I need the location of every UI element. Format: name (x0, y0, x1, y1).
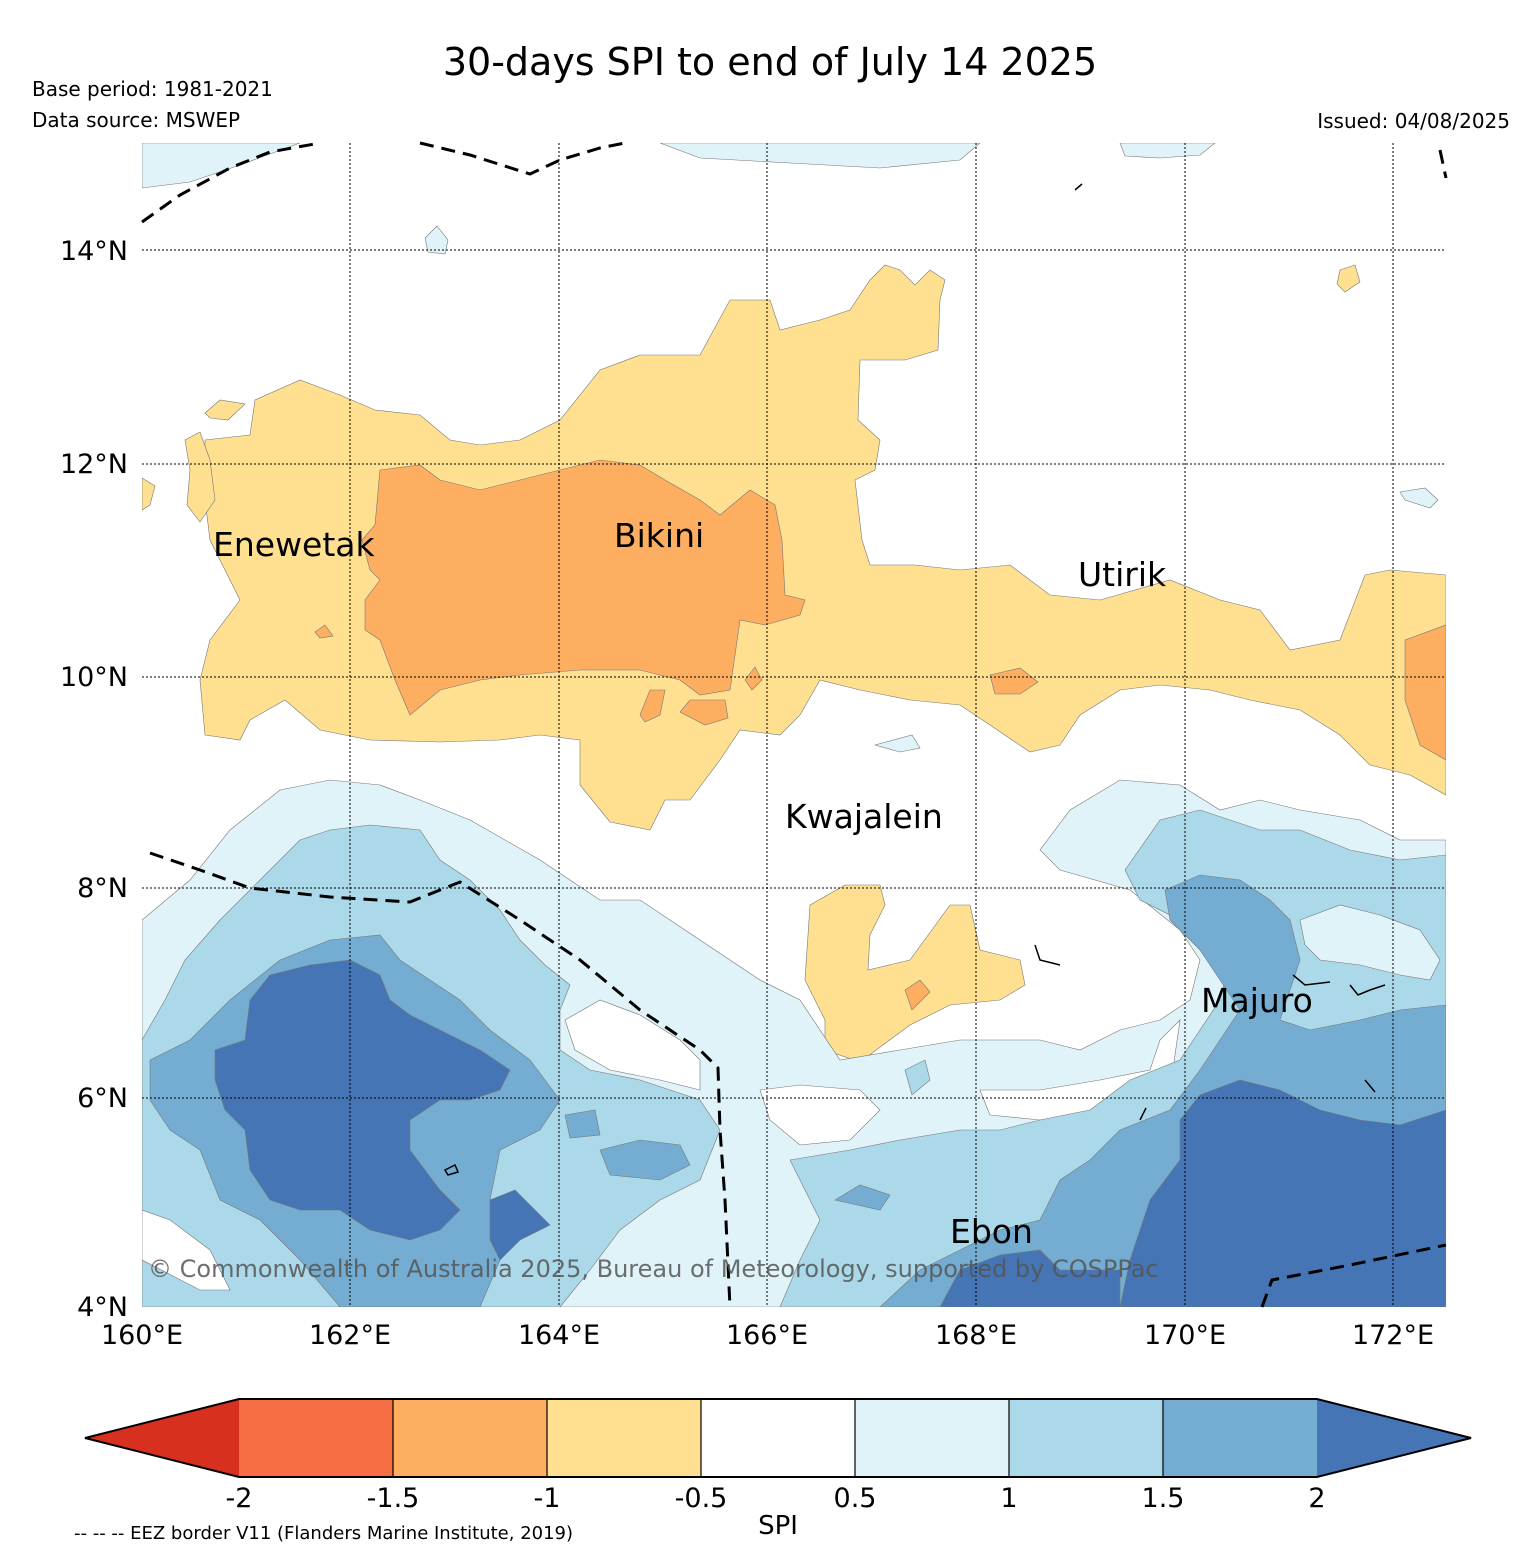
lat-axis-labels: 14°N 12°N 10°N 8°N 6°N 4°N (60, 236, 128, 1323)
colorbar-segment (701, 1399, 855, 1477)
colorbar-tick-label: -0.5 (675, 1483, 728, 1514)
colorbar-segment (1163, 1399, 1317, 1477)
colorbar-segment (1009, 1399, 1163, 1477)
copyright-watermark: © Commonwealth of Australia 2025, Bureau… (148, 1255, 1159, 1283)
place-label-bikini: Bikini (614, 516, 704, 555)
colorbar-segment (547, 1399, 701, 1477)
place-label-kwajalein: Kwajalein (785, 797, 943, 836)
place-labels: Enewetak Bikini Utirik Kwajalein Majuro … (213, 516, 1313, 1251)
lat-tick-label: 4°N (77, 1292, 128, 1323)
colorbar-tick-label: -2 (226, 1483, 253, 1514)
colorbar-segment (393, 1399, 547, 1477)
lon-tick-label: 164°E (518, 1320, 600, 1351)
colorbar-under-arrow (85, 1399, 239, 1477)
eez-border (141, 141, 1448, 1308)
colorbar-tick-label: -1 (534, 1483, 561, 1514)
base-period: Base period: 1981-2021 (32, 77, 273, 101)
colorbar-tick-label: 0.5 (834, 1483, 877, 1514)
colorbar-tick-label: 1.5 (1142, 1483, 1185, 1514)
data-source: Data source: MSWEP (32, 108, 241, 132)
lon-tick-label: 160°E (101, 1320, 183, 1351)
graticule (142, 143, 1446, 1307)
colorbar: -2 -1.5 -1 -0.5 0.5 1 1.5 2 (84, 1398, 1472, 1514)
map-title: 30-days SPI to end of July 14 2025 (442, 40, 1098, 84)
lat-tick-label: 6°N (77, 1083, 128, 1114)
colorbar-tick-labels: -2 -1.5 -1 -0.5 0.5 1 1.5 2 (226, 1483, 1326, 1514)
colorbar-segment (855, 1399, 1009, 1477)
issued-date: Issued: 04/08/2025 (1317, 109, 1510, 133)
eez-footnote: -- -- -- EEZ border V11 (Flanders Marine… (74, 1523, 574, 1544)
lat-tick-label: 14°N (60, 236, 128, 267)
place-label-ebon: Ebon (950, 1212, 1033, 1251)
colorbar-label: SPI (758, 1511, 798, 1541)
place-label-majuro: Majuro (1201, 981, 1313, 1020)
colorbar-tick-label: -1.5 (367, 1483, 420, 1514)
colorbar-outline (84, 1398, 1472, 1478)
lat-tick-label: 8°N (77, 873, 128, 904)
colorbar-over-arrow (1317, 1399, 1471, 1477)
spi-contour-fill (142, 143, 1446, 1307)
colorbar-tick-label: 1 (1000, 1483, 1017, 1514)
lat-tick-label: 10°N (60, 662, 128, 693)
lon-axis-labels: 160°E 162°E 164°E 166°E 168°E 170°E 172°… (101, 1320, 1434, 1351)
island-outlines (443, 183, 1386, 1176)
lat-tick-label: 12°N (60, 449, 128, 480)
lon-tick-label: 170°E (1144, 1320, 1226, 1351)
lon-tick-label: 162°E (309, 1320, 391, 1351)
colorbar-tick-label: 2 (1308, 1483, 1325, 1514)
lon-tick-label: 172°E (1352, 1320, 1434, 1351)
lon-tick-label: 168°E (935, 1320, 1017, 1351)
lon-tick-label: 166°E (726, 1320, 808, 1351)
colorbar-segment (239, 1399, 393, 1477)
place-label-utirik: Utirik (1078, 555, 1167, 594)
place-label-enewetak: Enewetak (213, 525, 376, 564)
